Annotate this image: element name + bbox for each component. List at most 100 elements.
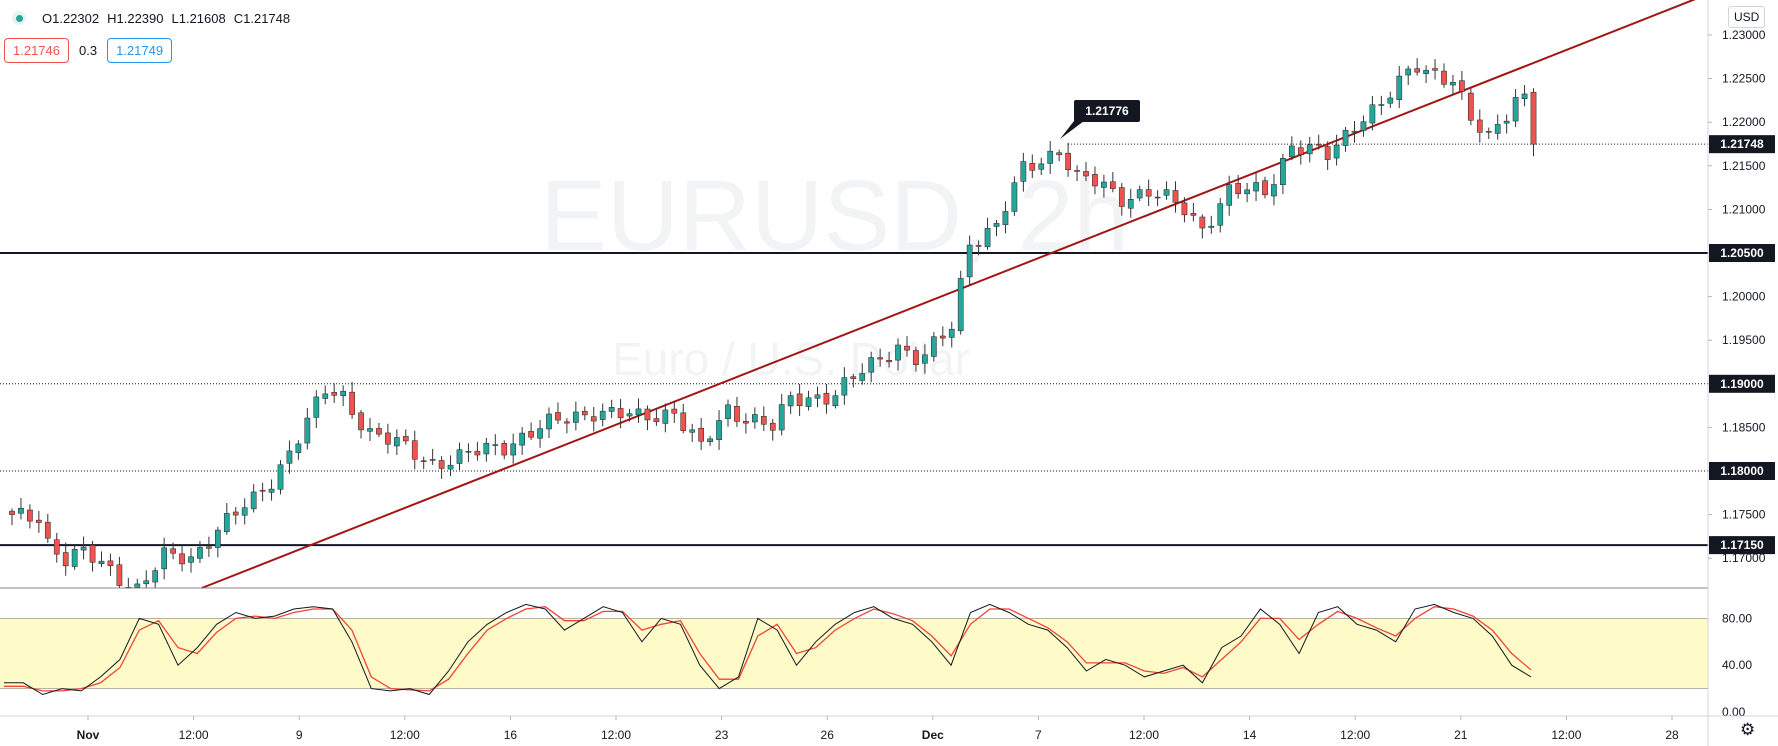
candle-body <box>152 570 159 583</box>
candle <box>895 338 901 371</box>
candle-body <box>913 350 919 365</box>
candle <box>1476 109 1483 143</box>
candle <box>528 422 534 440</box>
candle <box>1199 214 1206 239</box>
candle <box>152 567 159 588</box>
trendline-segment <box>201 0 1696 589</box>
candle <box>859 363 866 385</box>
candle-body <box>143 580 150 585</box>
candle-body <box>170 548 176 554</box>
low-value: L1.21608 <box>171 10 226 26</box>
candle <box>1163 181 1170 200</box>
candle-body <box>1280 158 1286 185</box>
candle <box>778 394 785 436</box>
candle-body <box>1333 144 1340 159</box>
candle <box>331 383 338 403</box>
candle <box>1450 74 1456 95</box>
candle <box>286 440 293 474</box>
high-marker-box <box>1074 100 1140 122</box>
candle <box>1262 176 1268 199</box>
candle <box>984 217 991 250</box>
candle <box>644 405 651 431</box>
candle <box>707 435 713 446</box>
candle-body <box>1145 189 1152 197</box>
candle-body <box>510 443 517 456</box>
candle <box>671 400 678 423</box>
price-tick-label: 1.22000 <box>1722 115 1766 129</box>
candle-body <box>1297 147 1304 155</box>
candle <box>456 442 463 471</box>
currency-button[interactable]: USD <box>1728 6 1766 28</box>
candle <box>966 235 973 286</box>
candle <box>340 385 346 407</box>
candle <box>590 407 597 432</box>
candle-body <box>1181 202 1188 216</box>
candle-body <box>116 564 123 586</box>
candle <box>1065 142 1071 177</box>
candle <box>581 406 588 421</box>
candle-body <box>877 357 883 360</box>
axis-price-tag-label: 1.18000 <box>1720 464 1764 478</box>
trendline[interactable] <box>201 0 1708 589</box>
time-tick-label: 16 <box>504 728 518 742</box>
candle <box>304 408 311 450</box>
candle <box>886 351 892 368</box>
sell-button[interactable]: 1.21746 <box>4 38 69 63</box>
candle <box>241 498 248 525</box>
axis-price-tag-label: 1.20500 <box>1720 246 1764 260</box>
axis-price-tag <box>1709 536 1775 555</box>
open-value: O1.22302 <box>42 10 100 26</box>
candle <box>206 536 212 557</box>
market-status-icon <box>12 11 26 25</box>
candle <box>814 386 821 408</box>
candle-body <box>394 437 400 447</box>
candle-body <box>250 491 257 510</box>
candle <box>1136 185 1143 202</box>
candle-body <box>734 405 740 422</box>
candle-body <box>1432 68 1438 71</box>
candle <box>367 418 373 442</box>
stoch-level-label: 80.00 <box>1722 611 1752 625</box>
candle-body <box>1378 104 1385 106</box>
candle <box>411 430 418 470</box>
candle-body <box>358 412 364 431</box>
candle <box>98 551 105 568</box>
candle <box>1244 183 1250 203</box>
spread-value: 0.3 <box>79 43 98 58</box>
candle <box>134 578 141 588</box>
candle <box>599 403 606 427</box>
candle-body <box>62 552 69 567</box>
candle-body <box>993 223 1000 227</box>
candle-body <box>1038 163 1045 170</box>
candle <box>1324 141 1331 170</box>
time-tick-label: 14 <box>1243 728 1257 742</box>
candle <box>1271 174 1277 206</box>
candle-body <box>1450 82 1456 86</box>
candle-body <box>573 411 579 423</box>
candle-body <box>188 556 194 563</box>
candle <box>635 398 642 423</box>
candle <box>1127 188 1134 218</box>
settings-gear-icon[interactable]: ⚙ <box>1740 720 1756 739</box>
candle <box>555 402 561 425</box>
candle <box>438 456 445 479</box>
candle <box>1280 153 1286 195</box>
buy-button[interactable]: 1.21749 <box>107 38 173 63</box>
candle <box>143 570 150 588</box>
candle-body <box>1494 124 1501 134</box>
candle <box>116 556 123 588</box>
candle <box>537 420 543 448</box>
candle <box>161 537 168 580</box>
candle <box>823 383 830 414</box>
candle <box>259 482 266 502</box>
candle-body <box>1163 189 1170 196</box>
candle-body <box>53 539 60 555</box>
price-tick-label: 1.18500 <box>1722 420 1766 434</box>
candle <box>62 542 69 576</box>
candle-body <box>787 395 794 407</box>
ohlc-legend: O1.22302 H1.22390 L1.21608 C1.21748 <box>0 6 298 30</box>
candle <box>1333 134 1340 166</box>
price-tick-label: 1.23000 <box>1722 28 1766 42</box>
